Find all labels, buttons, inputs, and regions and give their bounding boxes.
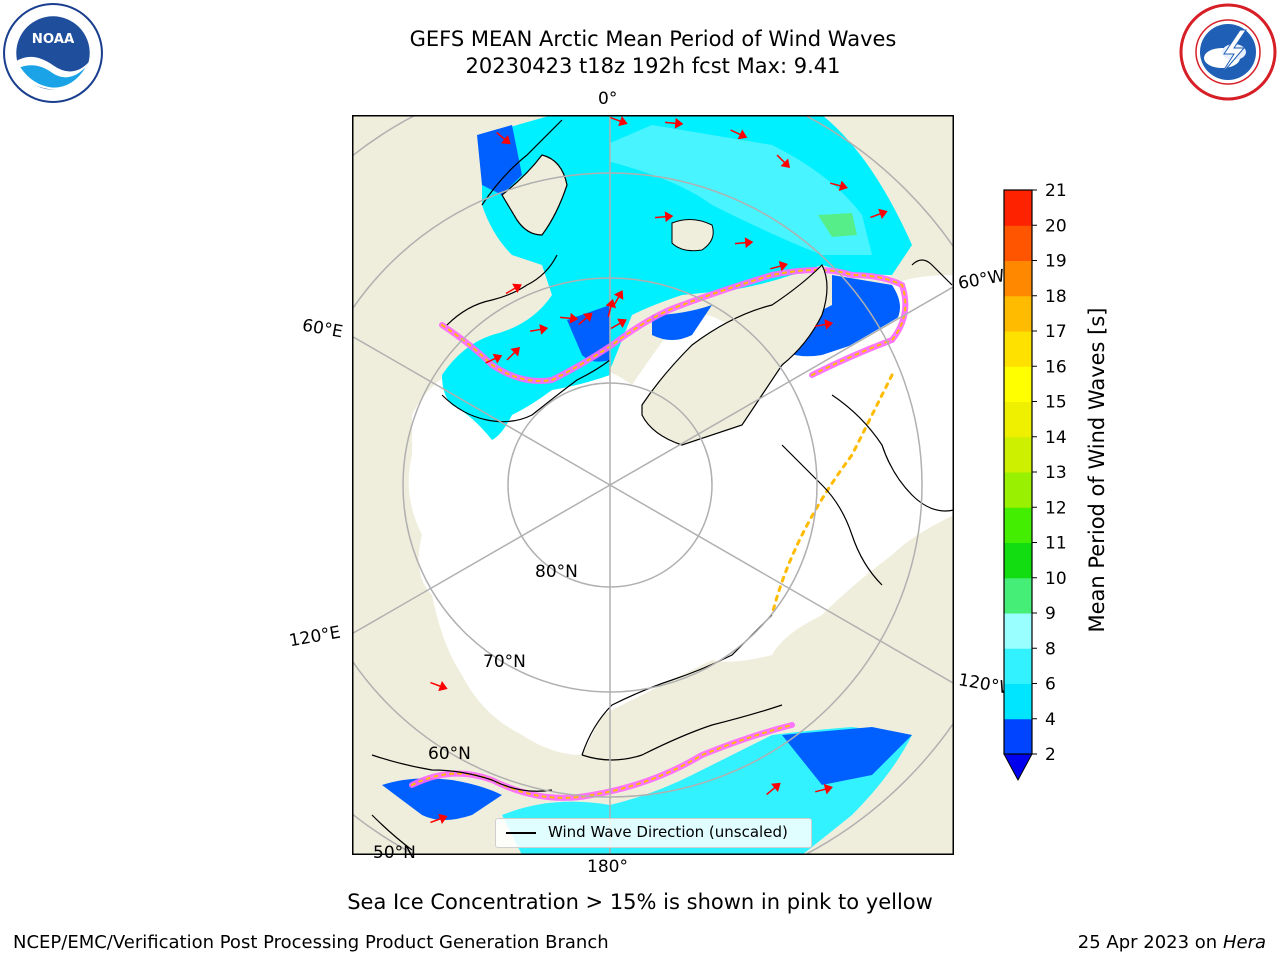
lon-label-60e: 60°E <box>300 315 345 343</box>
colorbar-segment <box>1004 366 1032 402</box>
wind-wave-arrow <box>506 346 521 361</box>
wind-wave-arrow <box>505 283 522 295</box>
wind-wave-arrow <box>815 783 833 795</box>
footer-date-text: 25 Apr 2023 on <box>1077 932 1223 953</box>
svg-text:NOAA: NOAA <box>32 32 75 47</box>
colorbar-segment <box>1004 472 1032 508</box>
colorbar-segment <box>1004 225 1032 261</box>
wind-wave-arrow <box>605 299 617 317</box>
colorbar-segment <box>1004 718 1032 755</box>
colorbar-segment <box>1004 295 1032 332</box>
wind-wave-arrow <box>734 237 754 249</box>
lat-label-70: 70°N <box>483 652 526 672</box>
colorbar-segment <box>1004 683 1032 720</box>
colorbar-tick-label: 20 <box>1045 216 1067 236</box>
colorbar-segment <box>1004 436 1032 473</box>
wind-wave-arrow <box>485 353 503 364</box>
footer-credit: NCEP/EMC/Verification Post Processing Pr… <box>13 932 609 953</box>
colorbar-segment <box>1004 401 1032 438</box>
wind-wave-arrow <box>430 681 448 692</box>
wind-wave-arrow <box>612 290 624 307</box>
colorbar-segment <box>1004 190 1032 226</box>
footer-machine: Hera <box>1222 932 1266 953</box>
colorbar-tick-label: 21 <box>1045 181 1067 201</box>
colorbar-tick-label: 17 <box>1045 322 1067 342</box>
wind-wave-arrow <box>814 319 834 330</box>
colorbar-segment <box>1004 331 1032 367</box>
wind-wave-arrow <box>529 324 549 335</box>
wind-wave-arrow <box>870 208 888 219</box>
chart-title: GEFS MEAN Arctic Mean Period of Wind Wav… <box>409 27 897 51</box>
lat-label-60: 60°N <box>428 744 471 764</box>
colorbar-tick-label: 2 <box>1045 745 1056 765</box>
colorbar-tick-label: 19 <box>1045 252 1067 272</box>
wind-wave-arrow <box>776 154 791 169</box>
colorbar-segment <box>1004 507 1032 543</box>
wind-wave-arrow <box>610 318 627 330</box>
wind-wave-arrow <box>766 782 781 796</box>
colorbar-tick-label: 6 <box>1045 675 1056 695</box>
colorbar-extend-min <box>1003 753 1033 782</box>
wind-wave-arrow <box>496 131 511 145</box>
wind-wave-arrow <box>578 312 593 326</box>
colorbar-tick-label: 13 <box>1045 463 1067 483</box>
colorbar-tick-label: 9 <box>1045 604 1056 624</box>
map-legend: Wind Wave Direction (unscaled) <box>495 818 812 848</box>
legend-line-swatch <box>506 832 536 834</box>
colorbar-tick-label: 16 <box>1045 357 1067 377</box>
colorbar-tick-label: 14 <box>1045 428 1067 448</box>
chart-subtitle: 20230423 t18z 192h fcst Max: 9.41 <box>465 54 841 78</box>
colorbar-tick-label: 11 <box>1045 534 1067 554</box>
wind-wave-arrow <box>730 129 748 140</box>
wind-wave-arrow <box>559 312 579 324</box>
wind-wave-arrow <box>430 813 448 824</box>
colorbar: 2 4 6 8 9 10 11 12 13 14 15 16 17 18 19 20 21 <box>1003 181 1067 782</box>
wind-wave-arrow <box>654 211 674 223</box>
legend-label: Wind Wave Direction (unscaled) <box>548 823 788 841</box>
colorbar-segment <box>1004 577 1032 614</box>
nws-logo <box>1179 3 1277 101</box>
colorbar-label: Mean Period of Wind Waves [s] <box>1085 307 1109 633</box>
lon-label-120e: 120°E <box>287 622 343 652</box>
sea-ice-footnote: Sea Ice Concentration > 15% is shown in … <box>347 890 933 914</box>
colorbar-segment <box>1004 648 1032 684</box>
lat-label-80: 80°N <box>535 562 578 582</box>
lon-label-0: 0° <box>598 89 618 109</box>
colorbar-tick-label: 10 <box>1045 569 1067 589</box>
wind-wave-arrow <box>830 180 848 192</box>
wind-wave-arrow <box>664 117 684 129</box>
footer-date: 25 Apr 2023 on Hera <box>1078 932 1266 953</box>
colorbar-tick-label: 12 <box>1045 498 1067 518</box>
wind-wave-arrow <box>610 116 628 127</box>
lat-label-50: 50°N <box>373 843 416 863</box>
wind-wave-arrow <box>770 260 788 272</box>
noaa-logo: NOAA <box>3 3 103 103</box>
colorbar-tick-label: 8 <box>1045 639 1056 659</box>
colorbar-segment <box>1004 260 1032 297</box>
lon-label-180: 180° <box>587 857 628 877</box>
colorbar-segment <box>1004 542 1032 579</box>
colorbar-tick-label: 18 <box>1045 287 1067 307</box>
colorbar-tick-label: 4 <box>1045 710 1056 730</box>
wind-wave-arrows <box>430 116 888 824</box>
colorbar-segment <box>1004 613 1032 649</box>
colorbar-tick-label: 15 <box>1045 393 1067 413</box>
